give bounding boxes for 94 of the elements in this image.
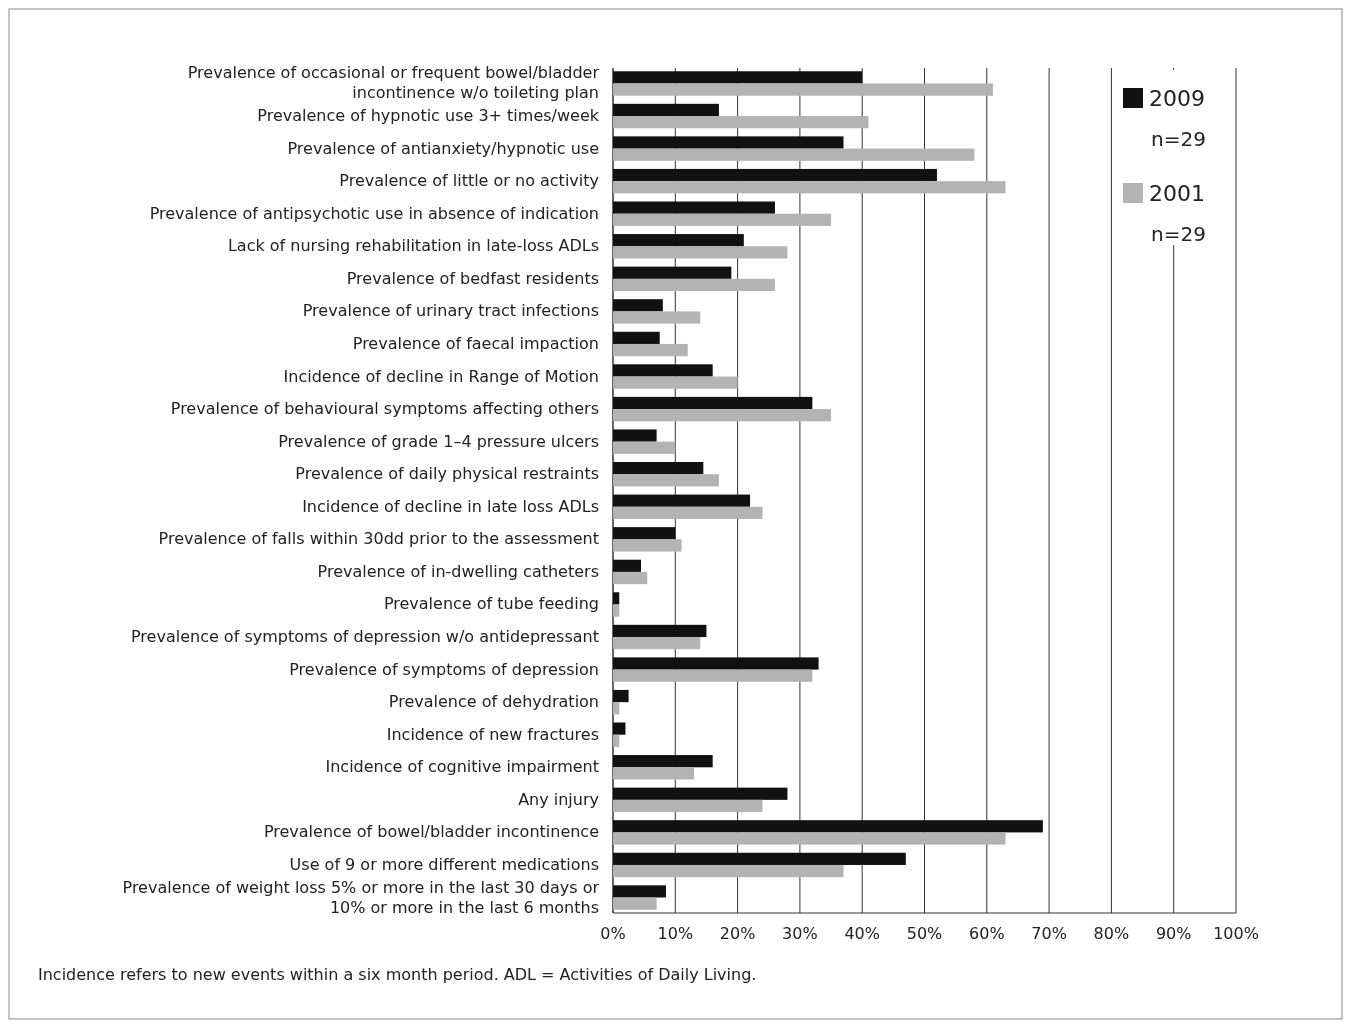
x-tick-label: 20%	[719, 924, 756, 943]
legend-label: 2001	[1149, 181, 1205, 206]
text: Incidence refers to new events within a six month period. ADL = Activities of Daily Living.	[38, 965, 757, 984]
x-tick-label: 90%	[1155, 924, 1192, 943]
y-tick-label: Incidence of new fractures	[386, 724, 599, 744]
bar	[613, 820, 1043, 833]
bar	[613, 331, 660, 344]
bar	[613, 71, 863, 84]
y-tick-label: Prevalence of weight loss 5% or more in the last 30 days or 10% or more in the last 6 months	[122, 877, 600, 917]
y-tick-label: Prevalence of falls within 30dd prior to the assessment	[158, 529, 599, 549]
bar	[613, 168, 937, 182]
bar	[613, 441, 676, 454]
bar	[613, 278, 775, 292]
bar	[613, 396, 813, 410]
bar	[613, 213, 832, 226]
y-tick-label: Any injury	[518, 789, 599, 809]
bar	[613, 234, 744, 247]
y-tick-label: Prevalence of symptoms of depression w/o antidepressant	[131, 627, 599, 647]
annotation: n=29	[1151, 127, 1206, 151]
bar	[613, 637, 701, 650]
y-tick-label: Prevalence of bedfast residents	[346, 268, 599, 288]
bar	[613, 429, 657, 442]
bar	[613, 571, 648, 585]
bar	[613, 506, 763, 519]
y-tick-label: Use of 9 or more different medications	[289, 854, 599, 874]
bar	[613, 343, 688, 357]
y-tick-label: Prevalence of antipsychotic use in absence of indication	[149, 203, 599, 223]
y-tick-label: Prevalence of grade 1–4 pressure ulcers	[278, 431, 599, 451]
bar	[613, 624, 707, 638]
bar	[613, 755, 713, 768]
y-tick-label: Prevalence of dehydration	[388, 692, 599, 712]
bar	[613, 722, 626, 735]
bar	[613, 83, 994, 96]
bar	[613, 181, 1006, 194]
bar	[613, 832, 1006, 845]
bar	[613, 852, 906, 865]
y-tick-label: Prevalence of tube feeding	[383, 594, 599, 614]
x-tick-label: 40%	[844, 924, 880, 943]
bar	[613, 864, 844, 878]
annotation: n=29	[1151, 222, 1206, 246]
y-tick-label: Incidence of decline in late loss ADLs	[302, 496, 599, 516]
bar	[613, 136, 844, 149]
bar	[613, 885, 666, 898]
bar	[613, 246, 788, 259]
bar	[613, 767, 694, 780]
bar	[613, 897, 657, 910]
bar	[613, 462, 704, 475]
bar	[613, 116, 869, 129]
y-tick-label: Prevalence of symptoms of depression	[289, 659, 599, 679]
bar	[613, 604, 620, 617]
y-tick-label: Incidence of cognitive impairment	[325, 757, 599, 777]
y-tick-label: Incidence of decline in Range of Motion	[283, 366, 599, 386]
y-tick-label: Prevalence of in-dwelling catheters	[317, 561, 599, 581]
bar	[613, 494, 751, 507]
x-tick-label: 10%	[657, 924, 694, 943]
y-tick-label: Prevalence of little or no activity	[339, 171, 599, 191]
bar	[613, 689, 629, 703]
bar	[613, 409, 832, 422]
y-tick-label: Prevalence of bowel/bladder incontinence	[263, 822, 599, 842]
bar	[613, 311, 701, 324]
bar	[613, 734, 620, 747]
bar	[613, 787, 788, 800]
x-tick-label: 50%	[906, 924, 943, 943]
bar	[613, 592, 620, 605]
y-tick-label: Prevalence of antianxiety/hypnotic use	[287, 138, 599, 158]
y-tick-label: Prevalence of behavioural symptoms affecting others	[170, 399, 599, 419]
x-tick-label: 80%	[1093, 924, 1130, 943]
y-tick-label: Prevalence of daily physical restraints	[295, 464, 599, 484]
bar	[613, 376, 738, 389]
bar	[613, 669, 813, 682]
bar	[613, 657, 819, 670]
bar	[613, 364, 713, 377]
x-tick-label: 100%	[1213, 924, 1259, 943]
bar	[613, 474, 719, 487]
bar	[613, 266, 732, 279]
bar	[613, 527, 676, 540]
bar	[613, 201, 775, 214]
x-tick-label: 30%	[782, 924, 818, 943]
y-tick-label: Prevalence of occasional or frequent bowel/bladder incontinence w/o toileting plan	[187, 63, 600, 103]
y-tick-label: Lack of nursing rehabilitation in late-loss ADLs	[227, 236, 599, 256]
bar	[613, 539, 682, 552]
y-tick-label: Prevalence of urinary tract infections	[302, 301, 599, 321]
y-tick-label: Prevalence of faecal impaction	[352, 333, 599, 353]
bar	[613, 559, 642, 572]
x-tick-label: 70%	[1031, 924, 1067, 943]
bar	[613, 103, 719, 117]
legend-label: 2009	[1149, 86, 1205, 111]
bar	[613, 799, 763, 813]
y-tick-label: Prevalence of hypnotic use 3+ times/week	[257, 106, 600, 126]
bar	[613, 702, 620, 715]
bar	[613, 148, 975, 161]
x-tick-label: 0%	[600, 924, 626, 943]
x-tick-label: 60%	[969, 924, 1005, 943]
bar	[613, 299, 663, 312]
